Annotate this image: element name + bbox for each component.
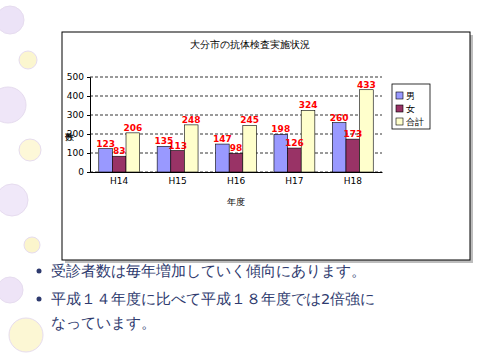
data-label: 126	[285, 138, 304, 148]
bubble	[0, 6, 24, 34]
data-label: 245	[240, 115, 259, 125]
y-tick: 200	[67, 129, 90, 139]
bar	[126, 133, 140, 172]
bar	[288, 148, 302, 172]
bar	[216, 144, 230, 172]
bubble	[0, 87, 26, 123]
data-label: 248	[182, 115, 201, 125]
bar	[229, 153, 243, 172]
data-labels: 1231351471982608311398126173206248245324…	[96, 80, 376, 156]
x-tick: H17	[285, 172, 303, 186]
grid-line	[90, 96, 382, 97]
bar	[243, 125, 257, 172]
legend-swatch	[396, 118, 403, 125]
bubble	[9, 318, 43, 352]
y-tick-label: 0	[78, 167, 84, 177]
chart-frame	[62, 32, 470, 260]
x-axis: H14 H15 H16 H17 H18	[91, 172, 383, 186]
grid	[90, 77, 382, 172]
y-tick: 400	[67, 91, 90, 101]
y-tick-label: 500	[67, 72, 84, 82]
legend-swatch	[396, 105, 403, 112]
bubble	[24, 237, 40, 253]
y-axis-title: 件数	[66, 132, 75, 142]
y-axis-line	[87, 78, 91, 173]
x-tick-label: H18	[344, 176, 362, 186]
chart-title: 大分市の抗体検査実施状況	[190, 39, 310, 50]
legend-label: 男	[406, 91, 415, 101]
x-tick: H18	[344, 172, 362, 186]
y-axis: 0 100 200 300 400 500	[67, 72, 91, 177]
bullet-text: なっています。	[51, 315, 156, 331]
bullet-dot	[37, 297, 42, 302]
y-tick-label: 200	[67, 129, 84, 139]
y-tick-mark	[87, 153, 90, 154]
bubble	[0, 184, 28, 216]
bar	[171, 151, 185, 172]
bubble	[19, 51, 37, 69]
y-tick-mark	[87, 134, 90, 135]
bars	[99, 90, 373, 172]
data-label: 113	[168, 141, 187, 151]
x-axis-title: 年度	[227, 197, 245, 207]
y-tick-mark	[87, 115, 90, 116]
bullet-dot	[37, 269, 42, 274]
x-tick-label: H15	[168, 176, 186, 186]
data-label: 98	[230, 143, 243, 153]
data-label: 260	[330, 113, 349, 123]
bar	[99, 149, 113, 172]
data-label: 206	[123, 123, 142, 133]
bubble	[0, 277, 23, 303]
bullets: 受診者数は毎年増加していく傾向にあります。平成１４年度に比べて平成１８年度では2…	[37, 263, 376, 331]
x-tick-label: H14	[110, 176, 128, 186]
y-tick: 300	[67, 110, 90, 120]
data-label: 83	[113, 146, 126, 156]
legend: 男女合計	[392, 84, 430, 129]
bullet-text: 平成１４年度に比べて平成１８年度では2倍強に	[51, 291, 375, 307]
legend-label: 合計	[406, 117, 424, 127]
y-tick-mark	[87, 96, 90, 97]
legend-box	[392, 84, 430, 129]
x-tick-label: H16	[227, 176, 245, 186]
y-tick-label: 300	[67, 110, 84, 120]
slide: 大分市の抗体検査実施状況1231351471982608311398126173…	[0, 0, 480, 360]
x-tick: H16	[227, 172, 245, 186]
legend-label: 女	[406, 104, 415, 114]
y-tick-label: 400	[67, 91, 84, 101]
bubble	[19, 139, 41, 161]
data-label: 198	[271, 124, 290, 134]
y-tick-mark	[87, 77, 90, 78]
x-axis-line	[91, 172, 383, 173]
x-tick-label: H17	[285, 176, 303, 186]
y-tick: 100	[67, 148, 90, 158]
legend-swatch	[396, 92, 403, 99]
x-tick: H14	[110, 172, 128, 186]
y-tick-label: 100	[67, 148, 84, 158]
data-label: 324	[299, 100, 318, 110]
y-tick: 0	[78, 167, 90, 177]
bar	[112, 156, 126, 172]
data-label: 433	[357, 80, 376, 90]
grid-line	[90, 77, 382, 78]
data-label: 173	[343, 129, 362, 139]
y-tick: 500	[67, 72, 90, 82]
decoration	[0, 6, 43, 352]
bar	[346, 139, 360, 172]
x-tick: H15	[168, 172, 186, 186]
y-tick-mark	[87, 172, 90, 173]
bullet-text: 受診者数は毎年増加していく傾向にあります。	[51, 263, 366, 279]
